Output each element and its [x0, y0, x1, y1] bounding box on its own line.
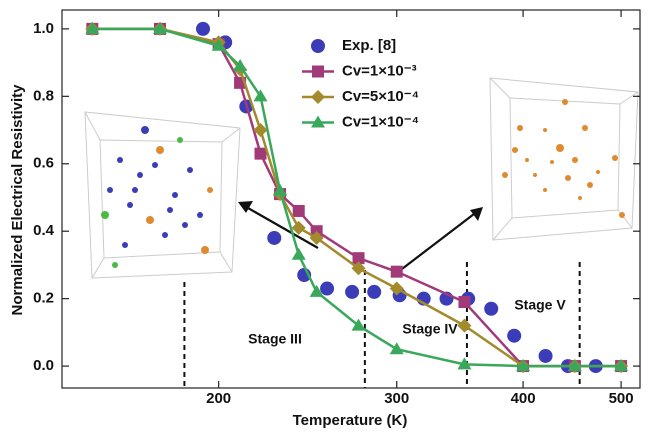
- marker: [516, 359, 531, 372]
- legend-label: Cv=1×10⁻⁴: [342, 113, 419, 130]
- inset-right: [489, 77, 639, 241]
- legend-label: Exp. [8]: [342, 37, 396, 54]
- legend-label: Cv=5×10⁻⁴: [342, 88, 419, 105]
- arrows: [238, 201, 483, 273]
- marker: [273, 183, 288, 196]
- marker: [351, 318, 366, 331]
- marker: [457, 357, 472, 370]
- marker: [389, 281, 404, 296]
- x-axis-label: Temperature (K): [293, 412, 408, 429]
- marker: [389, 342, 404, 355]
- legend-marker: [311, 39, 325, 53]
- x-tick-label: 500: [609, 390, 634, 407]
- marker: [345, 284, 360, 299]
- marker: [309, 230, 324, 245]
- stage-label: Stage IV: [402, 321, 458, 337]
- marker: [211, 38, 226, 51]
- marker: [484, 301, 499, 316]
- marker: [254, 147, 267, 160]
- marker: [85, 21, 100, 34]
- marker: [253, 89, 268, 102]
- marker: [567, 359, 582, 372]
- marker: [267, 230, 282, 245]
- marker: [320, 281, 335, 296]
- marker: [507, 328, 522, 343]
- stage-label: Stage V: [514, 297, 566, 313]
- marker: [253, 123, 268, 138]
- y-tick-label: 0.6: [33, 155, 54, 172]
- inset-left: [84, 111, 241, 279]
- stage-label: Stage III: [248, 331, 302, 347]
- marker: [291, 220, 306, 235]
- x-tick-label: 200: [206, 390, 231, 407]
- marker: [291, 247, 306, 260]
- legend-label: Cv=1×10⁻³: [342, 62, 417, 79]
- y-tick-label: 0.4: [33, 222, 55, 239]
- plot-frame: [61, 9, 641, 389]
- y-tick-label: 1.0: [33, 20, 54, 37]
- marker: [153, 21, 168, 34]
- y-tick-label: 0.8: [33, 87, 54, 104]
- marker: [367, 284, 382, 299]
- marker: [309, 284, 324, 297]
- y-tick-label: 0.2: [33, 290, 54, 307]
- marker: [458, 296, 471, 309]
- x-tick-label: 400: [511, 390, 536, 407]
- marker: [352, 252, 365, 265]
- y-axis-label: Normalized Electrical Resistivity: [9, 84, 26, 316]
- marker: [457, 318, 472, 333]
- marker: [292, 204, 305, 217]
- marker: [390, 265, 403, 278]
- marker: [351, 261, 366, 276]
- x-tick-label: 300: [384, 390, 409, 407]
- y-tick-label: 0.0: [33, 357, 54, 374]
- marker: [614, 359, 629, 372]
- marker: [196, 21, 211, 36]
- marker: [538, 348, 553, 363]
- marker: [233, 58, 248, 71]
